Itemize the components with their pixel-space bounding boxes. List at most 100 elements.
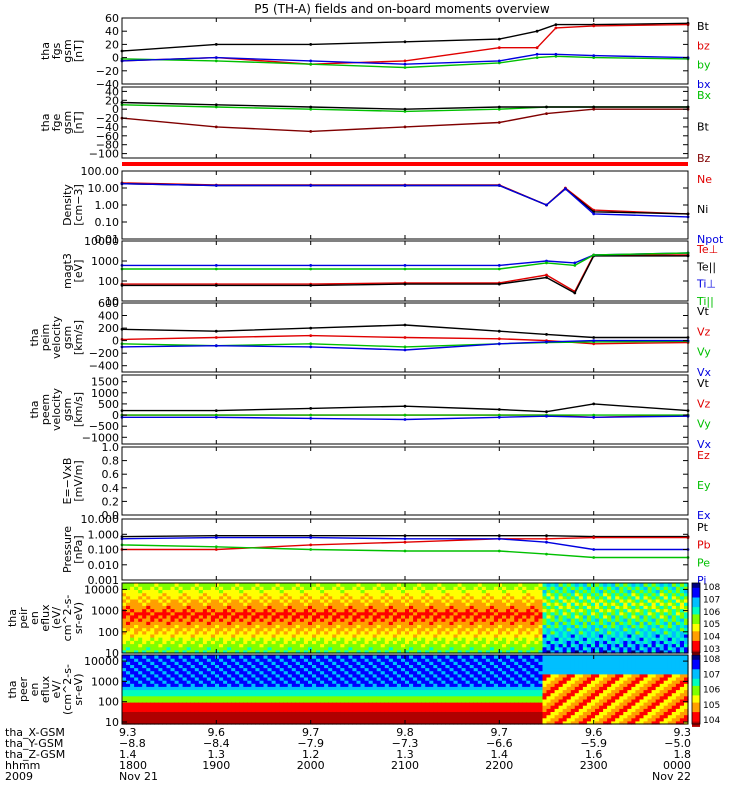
data-point xyxy=(545,333,548,336)
data-point xyxy=(403,404,407,408)
footer-date: Nov 21 xyxy=(119,770,158,783)
y-axis-label: peim xyxy=(39,324,52,352)
data-point xyxy=(403,323,407,327)
y-axis-label: tha xyxy=(28,328,41,346)
data-point xyxy=(573,291,577,295)
data-point xyxy=(545,410,548,414)
y-axis-label: peer xyxy=(17,677,30,703)
y-tick-label: 40 xyxy=(105,85,119,98)
data-point xyxy=(403,59,407,63)
y-tick-label: −40 xyxy=(96,121,119,134)
data-point xyxy=(309,107,313,111)
figure-title: P5 (TH-A) fields and on-board moments ov… xyxy=(254,2,550,16)
data-point xyxy=(214,536,218,539)
colorbar-tick-label: 108 xyxy=(703,583,720,593)
ephemeris-footer: tha_X-GSMtha_Y-GSMtha_Z-GSMhhmm20099.3−8… xyxy=(5,726,691,783)
y-tick-label: −200 xyxy=(89,347,119,360)
footer-value-y: −5.0 xyxy=(664,737,691,750)
data-point xyxy=(214,329,218,333)
data-point xyxy=(214,103,218,107)
series-line xyxy=(121,53,689,65)
data-point xyxy=(592,415,596,419)
y-tick-label: 10000 xyxy=(84,235,119,248)
legend-bt: Bt xyxy=(697,20,710,33)
y-tick-label: 10 xyxy=(105,716,119,729)
series-line xyxy=(121,339,688,351)
data-point xyxy=(309,62,313,66)
footer-date: Nov 22 xyxy=(652,770,691,783)
series-peim_velocity-3 xyxy=(120,339,690,352)
y-axis-label: gsm xyxy=(61,398,74,421)
series-line xyxy=(121,22,689,52)
y-tick-label: 1.000 xyxy=(88,528,120,541)
series-line xyxy=(122,536,688,551)
series-line xyxy=(121,101,688,110)
y-axis-label: fgs xyxy=(50,42,63,59)
data-point xyxy=(592,556,596,559)
footer-value-z: 1.4 xyxy=(491,748,509,761)
data-point xyxy=(309,267,313,271)
series-pressure-2 xyxy=(120,543,690,559)
y-tick-label: 1.0 xyxy=(102,441,120,454)
series-line xyxy=(121,182,689,215)
data-point xyxy=(554,26,558,30)
data-point xyxy=(545,273,548,277)
series-line xyxy=(122,255,688,294)
y-axis-label: tha xyxy=(28,400,41,418)
data-point xyxy=(497,408,501,411)
y-tick-label: 0.10 xyxy=(95,216,120,229)
y-axis-label: en xyxy=(28,611,41,625)
panel-efield: Ez Ey Ex 1.00.80.60.40.20.0 E=−VxB[mV/m] xyxy=(61,441,711,522)
legend-vt: Vt xyxy=(697,305,710,318)
footer-value-x: 9.3 xyxy=(119,726,137,739)
legend-bz: Bz xyxy=(697,152,711,165)
series-temperature-2 xyxy=(120,251,690,267)
y-tick-label: −100 xyxy=(89,148,119,161)
legend-ni: Ni xyxy=(697,203,708,216)
legend-vz: Vz xyxy=(697,397,711,410)
series-line xyxy=(121,535,688,538)
legend-by: by xyxy=(697,59,711,72)
data-point xyxy=(309,407,313,410)
data-point xyxy=(573,264,577,267)
data-point xyxy=(497,282,501,286)
series-line xyxy=(121,324,688,339)
data-point xyxy=(497,61,501,65)
y-tick-label: 10000 xyxy=(84,655,119,668)
data-point xyxy=(545,540,548,544)
y-axis-label: tha xyxy=(6,680,19,698)
footer-value-z: 1.8 xyxy=(674,748,692,761)
footer-value-z: 1.6 xyxy=(585,748,603,761)
data-point xyxy=(403,282,407,286)
y-tick-label: 0.8 xyxy=(102,455,120,468)
data-point xyxy=(573,261,577,265)
y-axis-label: [eV] xyxy=(72,260,85,283)
legend-ex: Ex xyxy=(697,509,711,522)
footer-value-hhmm: 1900 xyxy=(202,759,230,772)
data-point xyxy=(592,212,596,216)
y-tick-label: 0.4 xyxy=(102,482,120,495)
y-axis-label: sr-eV) xyxy=(72,602,85,634)
data-point xyxy=(214,184,218,187)
colorbar-tick-label: 105 xyxy=(703,620,720,630)
colorbar-tick-label: 108 xyxy=(703,655,720,665)
y-axis-label: [nT] xyxy=(72,40,85,62)
data-point xyxy=(214,59,218,63)
data-point xyxy=(214,284,218,287)
data-point xyxy=(497,121,501,124)
series-peem_velocity-3 xyxy=(120,414,690,421)
panel-frame xyxy=(121,446,689,516)
footer-value-z: 1.3 xyxy=(396,748,414,761)
y-axis-label: gsm xyxy=(61,39,74,62)
y-tick-label: 20 xyxy=(105,38,119,51)
data-point xyxy=(309,59,313,63)
legend-ti: Ti⊥ xyxy=(696,278,716,291)
data-point xyxy=(309,342,313,346)
y-axis-label: [km/s] xyxy=(72,320,85,355)
series-peim_velocity-0 xyxy=(120,323,690,339)
y-tick-label: 0.0 xyxy=(102,509,120,522)
panel-frame xyxy=(121,374,689,445)
